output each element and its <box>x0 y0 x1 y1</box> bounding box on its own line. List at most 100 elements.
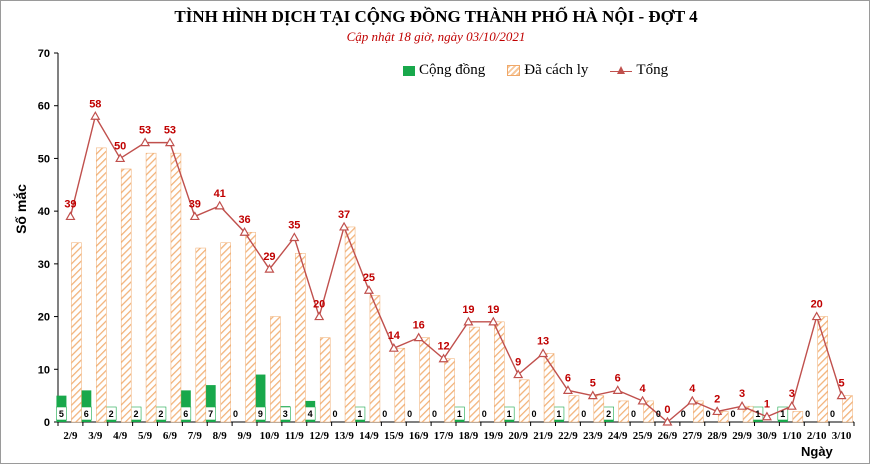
y-tick-label: 70 <box>38 48 50 60</box>
data-label-total: 4 <box>640 383 647 395</box>
y-tick-label: 20 <box>38 312 50 324</box>
data-label-community: 0 <box>333 409 338 419</box>
y-tick-label: 10 <box>38 364 50 376</box>
bar-isolated <box>394 347 406 423</box>
marker-total <box>239 227 250 236</box>
x-tick-label: 14/9 <box>359 430 379 442</box>
data-label-total: 20 <box>313 299 325 311</box>
x-tick-label: 6/9 <box>163 430 178 442</box>
marker-total <box>115 153 126 163</box>
data-label-total: 58 <box>89 98 101 110</box>
data-label-community: 6 <box>84 409 89 419</box>
x-tick-label: 15/9 <box>384 430 404 442</box>
x-axis-label: Ngày <box>801 444 833 459</box>
data-label-total: 35 <box>288 220 300 232</box>
data-label-community: 1 <box>780 409 785 419</box>
data-label-community: 9 <box>258 409 263 419</box>
x-tick-label: 8/9 <box>213 430 228 442</box>
bar-isolated <box>120 168 132 423</box>
data-label-total: 3 <box>739 388 745 400</box>
x-tick-label: 22/9 <box>558 430 578 442</box>
x-tick-label: 30/9 <box>757 430 777 442</box>
x-tick-label: 4/9 <box>113 430 128 442</box>
data-label-community: 2 <box>134 409 139 419</box>
x-tick-label: 25/9 <box>633 430 653 442</box>
marker-total <box>189 211 200 221</box>
marker-total <box>413 332 424 342</box>
data-label-community: 1 <box>755 409 760 419</box>
x-tick-label: 27/9 <box>683 430 703 442</box>
x-tick-label: 12/9 <box>309 430 329 442</box>
legend: Cộng đồng Đã cách ly Tổng <box>403 62 690 79</box>
bar-isolated <box>693 400 704 423</box>
legend-label-total: Tổng <box>636 62 669 78</box>
legend-item-total: Tổng <box>610 62 668 79</box>
data-label-total: 5 <box>590 378 596 390</box>
data-label-total: 3 <box>789 388 795 400</box>
x-tick-label: 16/9 <box>409 430 429 442</box>
x-tick-label: 28/9 <box>707 430 727 442</box>
data-label-total: 12 <box>437 341 449 353</box>
x-tick-label: 9/9 <box>238 430 253 442</box>
data-label-community: 0 <box>382 409 387 419</box>
data-label-total: 53 <box>139 125 151 137</box>
data-label-community: 0 <box>706 409 711 419</box>
data-label-community: 4 <box>308 409 313 419</box>
marker-total <box>513 369 524 379</box>
marker-total <box>488 316 499 326</box>
data-label-total: 6 <box>565 372 571 384</box>
x-tick-label: 19/9 <box>484 430 504 442</box>
data-label-total: 19 <box>487 304 499 316</box>
data-label-total: 39 <box>64 198 76 210</box>
bar-isolated <box>245 231 256 423</box>
bar-isolated <box>469 326 480 423</box>
x-tick-label: 21/9 <box>533 430 553 442</box>
marker-total <box>363 285 374 294</box>
bar-isolated <box>444 358 455 423</box>
x-tick-label: 3/10 <box>832 430 852 442</box>
data-label-community: 2 <box>158 409 163 419</box>
marker-total <box>786 400 797 410</box>
legend-label-community: Cộng đồng <box>419 62 486 78</box>
data-label-community: 2 <box>109 409 114 419</box>
bar-isolated <box>792 411 804 423</box>
data-label-community: 5 <box>59 409 64 419</box>
data-label-total: 13 <box>537 335 549 347</box>
marker-total <box>737 400 748 410</box>
data-label-total: 0 <box>664 404 670 416</box>
bar-isolated <box>96 147 107 423</box>
data-label-total: 19 <box>462 304 474 316</box>
marker-total <box>164 137 175 147</box>
marker-total <box>662 416 673 426</box>
bar-isolated <box>717 411 729 423</box>
data-label-total: 53 <box>164 125 176 137</box>
data-label-total: 41 <box>214 188 226 200</box>
chart-subtitle: Cập nhật 18 giờ, ngày 03/10/2021 <box>346 29 526 44</box>
legend-item-isolated: Đã cách ly <box>507 62 588 79</box>
data-label-community: 1 <box>457 409 462 419</box>
data-label-community: 0 <box>532 409 537 419</box>
data-label-total: 20 <box>811 299 823 311</box>
x-tick-label: 17/9 <box>434 430 454 442</box>
x-tick-label: 18/9 <box>459 430 479 442</box>
bar-isolated <box>319 337 331 423</box>
data-label-community: 0 <box>656 409 661 419</box>
bar-isolated <box>643 400 654 423</box>
bar-community-label-bg <box>777 406 789 421</box>
x-tick-label: 5/9 <box>138 430 153 442</box>
x-tick-label: 10/9 <box>260 430 280 442</box>
marker-total <box>712 406 723 416</box>
data-label-total: 6 <box>615 372 621 384</box>
data-label-total: 25 <box>363 272 375 284</box>
marker-total <box>264 263 275 273</box>
data-label-total: 2 <box>714 393 720 405</box>
bar-isolated <box>71 242 82 423</box>
data-label-total: 37 <box>338 209 350 221</box>
x-tick-label: 29/9 <box>732 430 752 442</box>
marker-total <box>388 342 399 352</box>
bar-isolated <box>568 395 580 423</box>
data-label-community: 3 <box>283 409 288 419</box>
marker-total <box>339 221 350 231</box>
data-label-community: 0 <box>482 409 487 419</box>
data-label-total: 39 <box>189 198 201 210</box>
